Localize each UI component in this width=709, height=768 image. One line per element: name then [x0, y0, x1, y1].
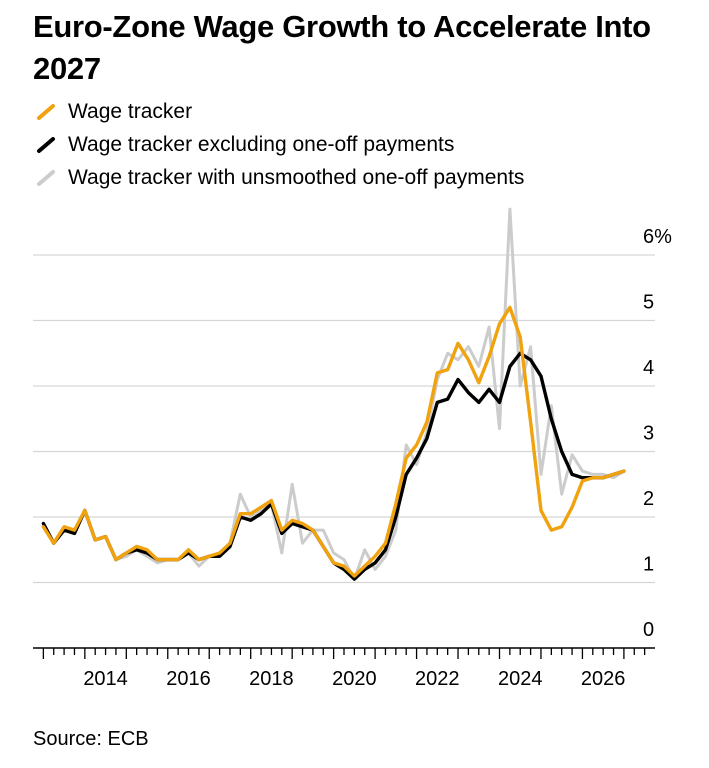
y-tick-label-2: 2: [643, 488, 654, 510]
line-chart: 6% 5 4 3 2 1 0 2014 2016 2018 2020 2022 2024 2026: [33, 207, 672, 690]
legend-swatch-unsmoothed-one-off: [37, 170, 55, 186]
y-tick-label-3: 3: [643, 423, 654, 445]
x-tick-label-2016: 2016: [166, 668, 211, 690]
x-tick-label-2022: 2022: [415, 668, 460, 690]
series-line-wage-tracker-with-unsmoothed-one-off-payments: [41, 207, 626, 581]
x-tick-label-2014: 2014: [83, 668, 128, 690]
legend-label-wage-tracker: Wage tracker: [68, 100, 193, 123]
series-line-wage-tracker: [41, 305, 626, 578]
x-tick-label-2020: 2020: [332, 668, 377, 690]
legend-label-unsmoothed-one-off: Wage tracker with unsmoothed one-off pay…: [68, 166, 525, 189]
x-tick-label-2024: 2024: [498, 668, 543, 690]
legend-swatch-wage-tracker: [37, 104, 55, 120]
legend-swatch-excluding-one-off: [37, 137, 55, 153]
x-tick-label-2018: 2018: [249, 668, 294, 690]
y-tick-label-0: 0: [643, 619, 654, 641]
y-tick-label-4: 4: [643, 357, 654, 379]
chart-title: Euro-Zone Wage Growth to Accelerate Into…: [33, 9, 651, 86]
y-tick-label-6: 6%: [643, 226, 672, 248]
source-note: Source: ECB: [33, 728, 149, 750]
x-tick-label-2026: 2026: [581, 668, 626, 690]
legend-label-excluding-one-off: Wage tracker excluding one-off payments: [68, 133, 455, 156]
y-tick-label-1: 1: [643, 554, 654, 576]
y-tick-label-5: 5: [643, 292, 654, 314]
